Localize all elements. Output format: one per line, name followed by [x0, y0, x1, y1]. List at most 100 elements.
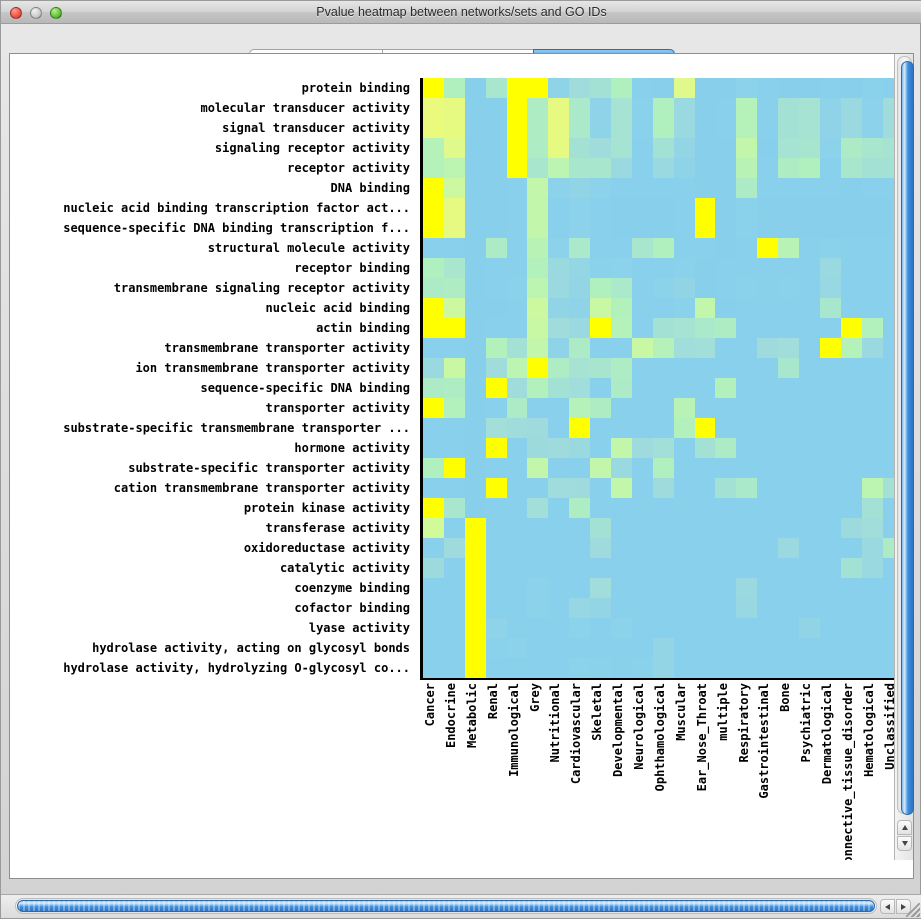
- heatmap-cell[interactable]: [694, 278, 716, 298]
- heatmap-cell[interactable]: [631, 578, 653, 598]
- heatmap-cell[interactable]: [778, 618, 800, 638]
- heatmap-cell[interactable]: [590, 478, 612, 498]
- heatmap-cell[interactable]: [631, 358, 653, 378]
- heatmap-cell[interactable]: [569, 438, 591, 458]
- heatmap-cell[interactable]: [506, 598, 528, 618]
- heatmap-cell[interactable]: [569, 558, 591, 578]
- heatmap-cell[interactable]: [527, 498, 549, 518]
- heatmap-cell[interactable]: [840, 118, 862, 138]
- heatmap-cell[interactable]: [443, 358, 465, 378]
- heatmap-cell[interactable]: [506, 638, 528, 658]
- heatmap-cell[interactable]: [819, 618, 841, 638]
- heatmap-cell[interactable]: [590, 78, 612, 98]
- heatmap-cell[interactable]: [694, 598, 716, 618]
- heatmap-cell[interactable]: [590, 438, 612, 458]
- heatmap-cell[interactable]: [631, 438, 653, 458]
- heatmap-cell[interactable]: [757, 318, 779, 338]
- heatmap-cell[interactable]: [423, 478, 444, 498]
- heatmap-cell[interactable]: [861, 458, 883, 478]
- heatmap-cell[interactable]: [631, 158, 653, 178]
- heatmap-cell[interactable]: [757, 598, 779, 618]
- heatmap-cell[interactable]: [631, 598, 653, 618]
- heatmap-cell[interactable]: [590, 618, 612, 638]
- heatmap-cell[interactable]: [485, 238, 507, 258]
- heatmap-cell[interactable]: [778, 578, 800, 598]
- heatmap-cell[interactable]: [799, 638, 820, 658]
- heatmap-cell[interactable]: [527, 378, 549, 398]
- heatmap-cell[interactable]: [819, 458, 841, 478]
- heatmap-cell[interactable]: [569, 598, 591, 618]
- heatmap-cell[interactable]: [757, 498, 779, 518]
- heatmap-cell[interactable]: [443, 498, 465, 518]
- heatmap-cell[interactable]: [527, 198, 549, 218]
- heatmap-cell[interactable]: [527, 218, 549, 238]
- heatmap-cell[interactable]: [423, 198, 444, 218]
- heatmap-cell[interactable]: [694, 218, 716, 238]
- heatmap-cell[interactable]: [736, 558, 758, 578]
- heatmap-cell[interactable]: [799, 78, 820, 98]
- heatmap-cell[interactable]: [569, 218, 591, 238]
- heatmap-cell[interactable]: [819, 558, 841, 578]
- heatmap-cell[interactable]: [611, 578, 632, 598]
- heatmap-cell[interactable]: [485, 218, 507, 238]
- heatmap-cell[interactable]: [548, 198, 570, 218]
- heatmap-cell[interactable]: [694, 658, 716, 678]
- heatmap-cell[interactable]: [778, 478, 800, 498]
- heatmap-cell[interactable]: [485, 418, 507, 438]
- heatmap-cell[interactable]: [611, 498, 632, 518]
- heatmap-cell[interactable]: [423, 318, 444, 338]
- heatmap-cell[interactable]: [569, 158, 591, 178]
- heatmap-cell[interactable]: [715, 538, 737, 558]
- heatmap-cell[interactable]: [861, 158, 883, 178]
- heatmap-cell[interactable]: [464, 498, 486, 518]
- heatmap-cell[interactable]: [443, 658, 465, 678]
- heatmap-cell[interactable]: [778, 198, 800, 218]
- heatmap-cell[interactable]: [736, 598, 758, 618]
- heatmap-cell[interactable]: [590, 278, 612, 298]
- heatmap-cell[interactable]: [590, 198, 612, 218]
- heatmap-cell[interactable]: [423, 158, 444, 178]
- heatmap-cell[interactable]: [882, 558, 894, 578]
- heatmap-cell[interactable]: [673, 458, 695, 478]
- heatmap-cell[interactable]: [506, 318, 528, 338]
- heatmap-cell[interactable]: [715, 558, 737, 578]
- heatmap-cell[interactable]: [673, 598, 695, 618]
- heatmap-cell[interactable]: [443, 558, 465, 578]
- heatmap-cell[interactable]: [757, 418, 779, 438]
- heatmap-cell[interactable]: [611, 98, 632, 118]
- heatmap-cell[interactable]: [631, 258, 653, 278]
- heatmap-cell[interactable]: [778, 398, 800, 418]
- heatmap-cell[interactable]: [443, 538, 465, 558]
- heatmap-cell[interactable]: [861, 418, 883, 438]
- heatmap-cell[interactable]: [736, 378, 758, 398]
- heatmap-cell[interactable]: [443, 118, 465, 138]
- heatmap-cell[interactable]: [715, 318, 737, 338]
- heatmap-cell[interactable]: [569, 418, 591, 438]
- heatmap-cell[interactable]: [715, 518, 737, 538]
- heatmap-cell[interactable]: [840, 318, 862, 338]
- heatmap-cell[interactable]: [485, 518, 507, 538]
- heatmap-cell[interactable]: [485, 78, 507, 98]
- heatmap-cell[interactable]: [464, 658, 486, 678]
- heatmap-cell[interactable]: [799, 598, 820, 618]
- heatmap-cell[interactable]: [611, 258, 632, 278]
- heatmap-cell[interactable]: [423, 218, 444, 238]
- heatmap-cell[interactable]: [840, 338, 862, 358]
- heatmap-cell[interactable]: [736, 538, 758, 558]
- heatmap-cell[interactable]: [548, 558, 570, 578]
- heatmap-cell[interactable]: [757, 178, 779, 198]
- heatmap-cell[interactable]: [673, 198, 695, 218]
- heatmap-cell[interactable]: [882, 418, 894, 438]
- heatmap-cell[interactable]: [799, 658, 820, 678]
- heatmap-cell[interactable]: [423, 78, 444, 98]
- heatmap-cell[interactable]: [590, 138, 612, 158]
- heatmap-cell[interactable]: [569, 618, 591, 638]
- heatmap-cell[interactable]: [611, 338, 632, 358]
- heatmap-cell[interactable]: [569, 638, 591, 658]
- heatmap-cell[interactable]: [423, 418, 444, 438]
- heatmap-cell[interactable]: [673, 578, 695, 598]
- heatmap-cell[interactable]: [464, 78, 486, 98]
- heatmap-cell[interactable]: [548, 358, 570, 378]
- heatmap-cell[interactable]: [443, 418, 465, 438]
- heatmap-cell[interactable]: [569, 98, 591, 118]
